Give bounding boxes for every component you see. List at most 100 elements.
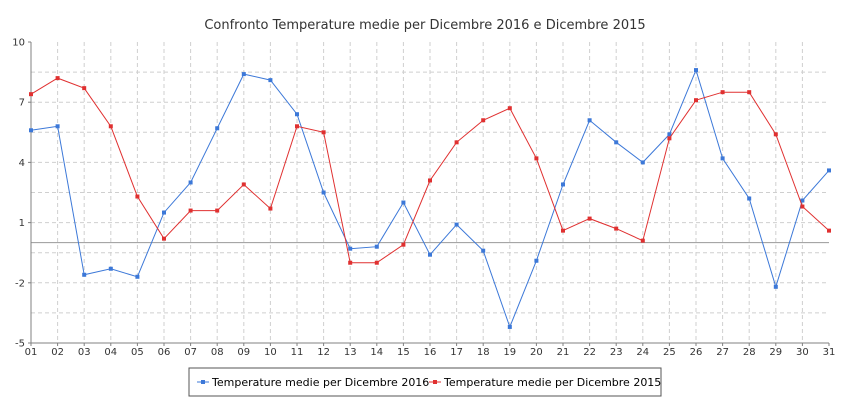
data-point-1 xyxy=(720,90,725,95)
y-tick-label: 4 xyxy=(19,158,25,169)
data-point-1 xyxy=(534,156,539,161)
x-tick-label: 01 xyxy=(25,347,38,358)
x-tick-label: 17 xyxy=(450,347,463,358)
x-tick-label: 13 xyxy=(344,347,357,358)
series-layer xyxy=(29,68,831,329)
y-tick-label: 10 xyxy=(12,38,25,49)
data-point-1 xyxy=(401,242,406,247)
x-tick-label: 30 xyxy=(796,347,809,358)
data-point-1 xyxy=(507,106,512,111)
data-point-1 xyxy=(481,118,486,123)
legend-marker-2016 xyxy=(201,380,205,384)
data-point-0 xyxy=(241,72,246,77)
x-tick-label: 12 xyxy=(317,347,330,358)
data-point-0 xyxy=(481,248,486,253)
data-point-0 xyxy=(640,160,645,165)
data-point-0 xyxy=(507,324,512,329)
data-point-1 xyxy=(614,226,619,231)
data-point-0 xyxy=(55,124,60,129)
y-tick-label: -5 xyxy=(15,339,25,350)
x-tick-label: 16 xyxy=(424,347,437,358)
data-point-0 xyxy=(454,222,459,227)
data-point-1 xyxy=(295,124,299,129)
y-tick-label: -2 xyxy=(15,278,25,289)
data-point-1 xyxy=(55,76,60,81)
data-point-1 xyxy=(561,228,565,233)
data-point-0 xyxy=(587,118,592,123)
x-tick-label: 11 xyxy=(291,347,304,358)
data-point-1 xyxy=(29,92,33,97)
data-point-0 xyxy=(401,200,406,205)
data-point-1 xyxy=(268,206,273,211)
x-tick-label: 05 xyxy=(131,347,144,358)
grid xyxy=(31,42,829,343)
data-point-1 xyxy=(640,238,645,243)
x-tick-label: 27 xyxy=(716,347,729,358)
data-point-0 xyxy=(82,272,87,277)
x-tick-label: 14 xyxy=(370,347,383,358)
x-tick-label: 08 xyxy=(211,347,224,358)
x-tick-label: 29 xyxy=(769,347,782,358)
x-tick-label: 10 xyxy=(264,347,277,358)
data-point-1 xyxy=(667,136,672,141)
data-point-0 xyxy=(667,132,672,137)
data-point-1 xyxy=(827,228,831,233)
data-point-1 xyxy=(241,182,246,187)
data-point-0 xyxy=(747,196,752,201)
data-point-1 xyxy=(135,194,140,199)
chart-title: Confronto Temperature medie per Dicembre… xyxy=(204,18,645,33)
data-point-0 xyxy=(29,128,33,133)
data-point-1 xyxy=(188,208,193,213)
data-point-0 xyxy=(374,244,379,249)
legend-marker-2015 xyxy=(433,380,437,384)
x-tick-label: 21 xyxy=(557,347,570,358)
data-point-0 xyxy=(800,198,805,203)
x-tick-label: 18 xyxy=(477,347,490,358)
data-point-0 xyxy=(827,168,831,173)
data-point-1 xyxy=(800,204,805,209)
x-tick-label: 07 xyxy=(184,347,197,358)
x-tick-label: 04 xyxy=(104,347,117,358)
x-tick-label: 02 xyxy=(51,347,64,358)
data-point-0 xyxy=(561,182,565,187)
data-point-0 xyxy=(428,252,432,257)
data-point-0 xyxy=(720,156,725,161)
y-tick-label: 1 xyxy=(19,218,25,229)
x-tick-label: 31 xyxy=(823,347,836,358)
data-point-1 xyxy=(773,132,778,137)
data-point-0 xyxy=(773,284,778,289)
data-point-1 xyxy=(162,236,166,241)
y-tick-label: 7 xyxy=(19,98,25,109)
data-point-1 xyxy=(108,124,113,129)
data-point-0 xyxy=(188,180,193,185)
legend: Temperature medie per Dicembre 2016 Temp… xyxy=(188,367,662,397)
data-point-1 xyxy=(374,260,379,265)
data-point-1 xyxy=(454,140,459,145)
x-tick-label: 28 xyxy=(743,347,756,358)
data-point-0 xyxy=(268,78,273,83)
data-point-0 xyxy=(295,112,299,117)
x-tick-label: 03 xyxy=(78,347,91,358)
x-tick-label: 26 xyxy=(690,347,703,358)
legend-box xyxy=(188,367,662,397)
x-tick-label: 24 xyxy=(636,347,649,358)
data-point-0 xyxy=(108,266,113,271)
legend-label-2016: Temperature medie per Dicembre 2016 xyxy=(211,376,429,389)
data-point-1 xyxy=(694,98,698,103)
x-tick-label: 09 xyxy=(237,347,250,358)
legend-label-2015: Temperature medie per Dicembre 2015 xyxy=(443,376,661,389)
data-point-1 xyxy=(428,178,432,183)
x-tick-label: 19 xyxy=(503,347,516,358)
data-point-0 xyxy=(162,210,166,215)
data-point-1 xyxy=(587,216,592,221)
data-point-0 xyxy=(348,246,353,251)
data-point-1 xyxy=(321,130,326,135)
data-point-0 xyxy=(215,126,220,131)
x-tick-label: 25 xyxy=(663,347,676,358)
x-tick-label: 06 xyxy=(158,347,171,358)
data-point-1 xyxy=(747,90,752,95)
data-point-1 xyxy=(82,86,87,91)
x-tick-label: 20 xyxy=(530,347,543,358)
